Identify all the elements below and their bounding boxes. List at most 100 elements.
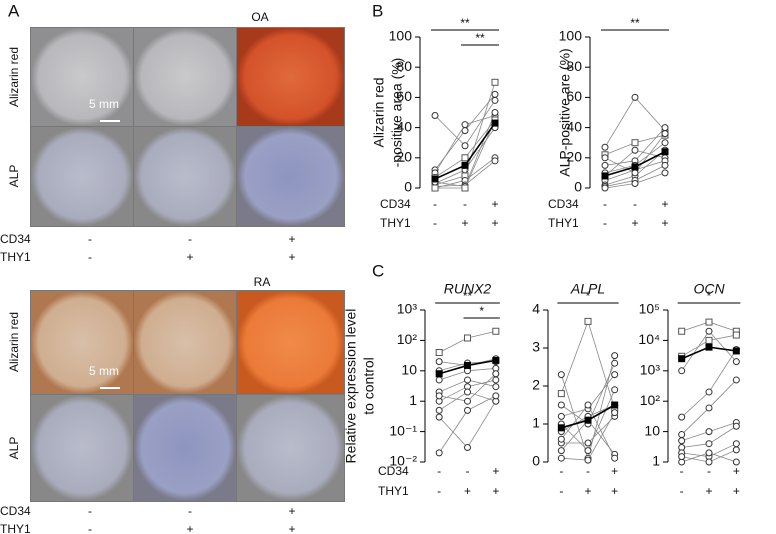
point (464, 443, 471, 451)
point (557, 390, 565, 398)
chart-title: OCN (693, 281, 725, 297)
row-mark: - (633, 197, 637, 211)
row-name: CD34 (548, 197, 579, 211)
y-tick-label: 10³ (397, 301, 418, 317)
point (435, 348, 443, 356)
y-tick-label: 40 (396, 118, 412, 134)
block-title: OA (251, 10, 268, 24)
row-mark: + (492, 484, 499, 498)
point (584, 439, 592, 447)
point (631, 139, 639, 147)
point (584, 317, 592, 325)
row-mark: - (586, 464, 590, 478)
row-name: THY1 (548, 216, 579, 230)
y-tick-label: 20 (396, 149, 412, 165)
y-tick-label: 100 (389, 28, 413, 44)
point (435, 413, 443, 421)
point (631, 169, 639, 177)
point (435, 449, 443, 457)
point (491, 90, 499, 98)
y-tick-label: 0 (404, 179, 412, 195)
point (464, 388, 471, 396)
point (705, 388, 713, 396)
point (732, 347, 740, 355)
row-mark: - (466, 464, 470, 478)
point (732, 376, 740, 384)
point (705, 440, 713, 448)
row-mark: + (288, 522, 295, 534)
row-mark: + (733, 464, 740, 478)
point (461, 184, 469, 192)
point (601, 143, 609, 151)
row-mark: + (661, 197, 668, 211)
point (435, 370, 443, 378)
row-mark: - (603, 197, 607, 211)
point (464, 397, 471, 405)
panel-letter: A (8, 1, 20, 20)
point (557, 454, 565, 462)
y-tick-label: 0 (574, 179, 582, 195)
row-mark: - (433, 216, 437, 230)
point (464, 361, 471, 369)
point (584, 401, 592, 409)
y-tick-label: 10⁵ (639, 301, 660, 317)
point (631, 146, 639, 154)
point (732, 446, 740, 454)
point (431, 184, 439, 192)
point (601, 154, 609, 162)
row-mark: - (188, 504, 192, 518)
point (705, 404, 713, 412)
row-mark: + (288, 250, 295, 264)
y-tick-label: 20 (566, 149, 582, 165)
row-mark: + (464, 484, 471, 498)
y-axis-label: -positive area (%) (389, 58, 405, 168)
row-mark: + (186, 250, 193, 264)
sig-label: * (586, 289, 591, 303)
point (661, 169, 669, 177)
row-mark: + (733, 484, 740, 498)
row-mark: - (680, 484, 684, 498)
y-tick-label: 0 (532, 453, 540, 469)
y-tick-label: 10⁻² (389, 453, 417, 469)
point (678, 355, 686, 363)
y-tick-label: 10⁴ (638, 331, 660, 347)
y-tick-label: 10² (397, 331, 418, 347)
row-name: CD34 (0, 232, 31, 246)
point (705, 458, 713, 466)
row-label: Alizarin red (7, 312, 21, 372)
point (661, 139, 669, 147)
row-mark: - (88, 250, 92, 264)
point (435, 358, 443, 366)
row-mark: - (559, 464, 563, 478)
point (491, 157, 499, 165)
y-axis-label: ALP-positive are (%) (557, 48, 573, 176)
point (601, 172, 609, 180)
point (661, 148, 669, 156)
row-mark: + (611, 464, 618, 478)
row-mark: - (559, 484, 563, 498)
scale-label: 5 mm (89, 364, 119, 378)
point (611, 359, 619, 367)
point (492, 370, 500, 378)
point (678, 431, 686, 439)
point (705, 449, 713, 457)
point (678, 413, 686, 421)
point (732, 422, 740, 430)
row-mark: - (88, 522, 92, 534)
row-mark: + (491, 216, 498, 230)
row-mark: - (603, 216, 607, 230)
point (492, 383, 500, 391)
y-tick-label: 3 (532, 339, 540, 355)
point (705, 343, 713, 351)
point (631, 163, 639, 171)
y-tick-label: 1 (409, 392, 417, 408)
point (678, 437, 686, 445)
point (678, 367, 686, 375)
y-tick-label: 40 (566, 118, 582, 134)
row-mark: - (680, 464, 684, 478)
point (491, 96, 499, 104)
point (435, 392, 443, 400)
y-tick-label: 60 (566, 88, 582, 104)
point (732, 331, 740, 339)
point (557, 424, 565, 432)
